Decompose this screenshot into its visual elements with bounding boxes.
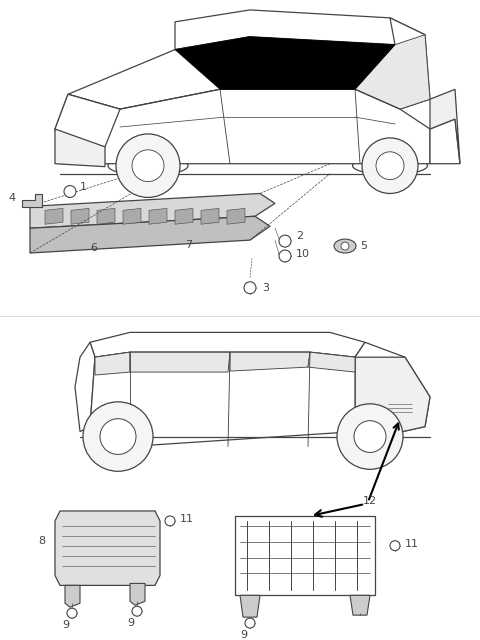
Polygon shape <box>68 36 250 109</box>
Polygon shape <box>355 18 430 109</box>
Polygon shape <box>45 209 63 224</box>
Polygon shape <box>90 332 365 357</box>
Polygon shape <box>355 342 430 436</box>
Circle shape <box>390 541 400 550</box>
Text: 9: 9 <box>240 630 247 640</box>
Circle shape <box>354 420 386 452</box>
Polygon shape <box>355 35 430 109</box>
Polygon shape <box>430 119 460 164</box>
Text: 5: 5 <box>360 241 367 251</box>
Ellipse shape <box>386 403 414 420</box>
Polygon shape <box>123 209 141 224</box>
Polygon shape <box>75 342 95 431</box>
Polygon shape <box>201 209 219 224</box>
Polygon shape <box>240 595 260 617</box>
Polygon shape <box>55 90 430 164</box>
Text: 1: 1 <box>80 182 87 191</box>
Ellipse shape <box>334 239 356 253</box>
Polygon shape <box>175 36 395 90</box>
Polygon shape <box>130 584 145 605</box>
Text: 10: 10 <box>296 249 310 259</box>
Circle shape <box>244 282 256 294</box>
Text: 9: 9 <box>127 618 134 628</box>
Circle shape <box>67 608 77 618</box>
Circle shape <box>132 606 142 616</box>
Polygon shape <box>95 352 130 375</box>
Text: 6: 6 <box>90 243 97 253</box>
Text: 8: 8 <box>38 536 45 546</box>
Text: 11: 11 <box>405 539 419 548</box>
Text: 7: 7 <box>185 240 192 250</box>
Circle shape <box>362 138 418 193</box>
Text: 2: 2 <box>296 231 303 241</box>
Polygon shape <box>355 357 430 436</box>
Polygon shape <box>55 129 105 166</box>
Ellipse shape <box>108 156 188 175</box>
Text: 11: 11 <box>180 514 194 524</box>
Polygon shape <box>65 586 80 607</box>
Polygon shape <box>230 352 310 371</box>
Polygon shape <box>430 90 460 164</box>
Polygon shape <box>350 595 370 615</box>
Polygon shape <box>235 516 375 595</box>
Polygon shape <box>130 352 230 372</box>
Circle shape <box>376 152 404 180</box>
Text: 3: 3 <box>262 283 269 292</box>
Polygon shape <box>30 193 275 228</box>
Text: 4: 4 <box>8 193 15 204</box>
Polygon shape <box>175 10 425 50</box>
Circle shape <box>132 150 164 182</box>
Circle shape <box>64 186 76 198</box>
Polygon shape <box>149 209 167 224</box>
Polygon shape <box>90 352 355 447</box>
Polygon shape <box>55 511 160 586</box>
Ellipse shape <box>352 157 428 175</box>
Circle shape <box>83 402 153 471</box>
Circle shape <box>279 235 291 247</box>
Text: 12: 12 <box>363 496 377 506</box>
Polygon shape <box>175 209 193 224</box>
Circle shape <box>165 516 175 526</box>
Polygon shape <box>71 209 89 224</box>
Polygon shape <box>22 195 42 207</box>
Circle shape <box>337 404 403 469</box>
Circle shape <box>116 134 180 198</box>
Circle shape <box>245 618 255 628</box>
Polygon shape <box>55 94 120 147</box>
Circle shape <box>341 242 349 250</box>
Polygon shape <box>97 209 115 224</box>
Polygon shape <box>308 352 355 372</box>
Circle shape <box>279 250 291 262</box>
Circle shape <box>100 419 136 454</box>
Polygon shape <box>227 209 245 224</box>
Text: 9: 9 <box>62 620 69 630</box>
Polygon shape <box>30 216 270 253</box>
